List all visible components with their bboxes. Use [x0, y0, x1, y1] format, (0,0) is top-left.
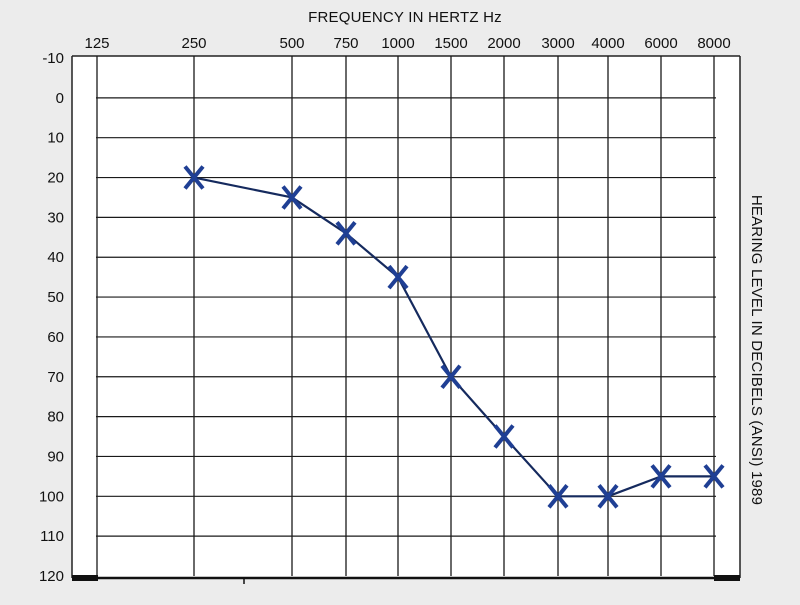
x-marker: [597, 484, 619, 509]
y-tick-label: 0: [56, 90, 64, 107]
series-line: [193, 176, 714, 498]
bottom-axis-cap-right: [714, 575, 740, 581]
x-marker: [387, 264, 409, 290]
x-tick-label: 2000: [487, 35, 520, 52]
x-axis-title: FREQUENCY IN HERTZ Hz: [308, 9, 502, 26]
y-tick-label: 100: [39, 488, 64, 505]
y-tick-label: -10: [42, 50, 64, 67]
x-tick-label: 500: [279, 35, 304, 52]
x-marker: [281, 185, 303, 210]
x-marker-stroke: [335, 221, 357, 246]
y-tick-label: 40: [47, 249, 64, 266]
x-tick-label: 250: [181, 35, 206, 52]
x-marker-stroke: [650, 464, 672, 489]
x-tick-label: 8000: [697, 35, 730, 52]
x-marker: [335, 221, 357, 246]
x-tick-label: 6000: [644, 35, 677, 52]
x-marker: [440, 364, 462, 390]
x-marker: [183, 165, 205, 190]
x-tick-label: 750: [333, 35, 358, 52]
y-tick-label: 70: [47, 369, 64, 386]
y-tick-label: 20: [47, 170, 64, 187]
x-marker-stroke: [440, 364, 462, 390]
y-tick-label: 120: [39, 568, 64, 585]
x-marker-stroke: [281, 185, 303, 210]
y-tick-label: 110: [40, 528, 64, 545]
y-tick-label: 30: [47, 209, 64, 226]
y-tick-label: 50: [47, 289, 64, 306]
x-marker-stroke: [493, 424, 515, 449]
bottom-axis-cap-left: [72, 575, 98, 581]
x-marker: [493, 424, 515, 449]
plot-background: [72, 56, 740, 578]
y-tick-label: 80: [47, 409, 64, 426]
x-marker-stroke: [183, 165, 205, 190]
x-marker: [703, 464, 725, 489]
x-tick-label: 1000: [381, 35, 414, 52]
x-tick-label: 4000: [591, 35, 624, 52]
tick-labels: -10 0 10 20 30 40 50 60 70 80 90 100 110 120 125 250 500…: [39, 35, 731, 585]
x-tick-label: 1500: [434, 35, 467, 52]
x-marker-stroke: [547, 484, 569, 509]
y-tick-label: 90: [47, 448, 64, 465]
data-series: [183, 165, 725, 509]
x-marker-stroke: [597, 484, 619, 509]
x-tick-label: 3000: [541, 35, 574, 52]
x-marker: [650, 464, 672, 489]
y-tick-label: 60: [47, 329, 64, 346]
x-tick-label: 125: [84, 35, 109, 52]
x-marker-stroke: [387, 264, 409, 290]
x-marker-stroke: [703, 464, 725, 489]
x-marker: [547, 484, 569, 509]
y-axis-title: HEARING LEVEL IN DECIBELS (ANSI) 1989: [748, 195, 765, 505]
y-tick-label: 10: [47, 130, 64, 147]
